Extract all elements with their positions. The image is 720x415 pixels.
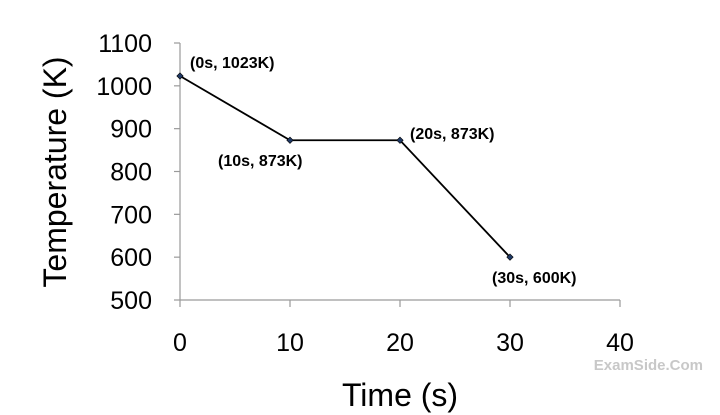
data-labels: (0s, 1023K) (10s, 873K) (20s, 873K) (30s, 6… [190, 55, 577, 287]
axes [179, 43, 620, 301]
y-axis-title: Temperature (K) [37, 56, 73, 287]
x-tick-label: 30 [496, 329, 524, 357]
data-label: (30s, 600K) [492, 270, 577, 287]
y-tick-label: 1100 [98, 30, 152, 58]
data-point [176, 72, 184, 80]
x-tick-label: 0 [173, 329, 187, 357]
y-axis-ticks: 500 600 700 800 900 1000 1100 [96, 30, 180, 315]
y-tick-label: 800 [110, 159, 152, 187]
data-label: (0s, 1023K) [190, 55, 275, 72]
watermark-text: ExamSide.Com [594, 357, 703, 374]
data-label: (10s, 873K) [218, 153, 303, 170]
x-axis-ticks: 0 10 20 30 40 [173, 300, 634, 357]
data-label: (20s, 873K) [410, 126, 495, 143]
data-point [286, 136, 294, 144]
series-line [179, 75, 511, 258]
data-point [396, 136, 404, 144]
y-tick-label: 900 [110, 116, 152, 144]
y-tick-label: 700 [110, 201, 152, 229]
x-tick-label: 10 [276, 329, 304, 357]
series [176, 72, 514, 261]
x-axis-title: Time (s) [342, 377, 458, 413]
y-tick-label: 600 [110, 244, 152, 272]
data-point [506, 253, 514, 261]
y-tick-label: 500 [110, 287, 152, 315]
y-tick-label: 1000 [96, 73, 152, 101]
x-tick-label: 40 [606, 329, 634, 357]
x-tick-label: 20 [386, 329, 414, 357]
